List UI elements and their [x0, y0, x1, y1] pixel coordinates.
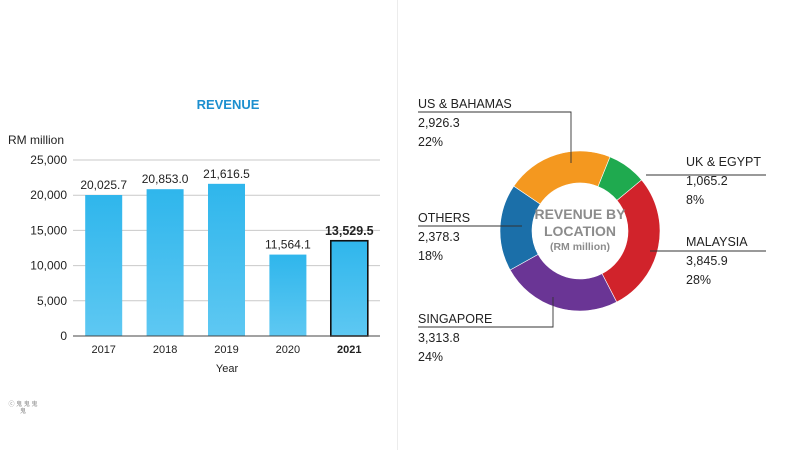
- donut-slice-us-bahamas: [513, 150, 611, 205]
- panel-divider: [397, 0, 398, 450]
- bar-value-label: 13,529.5: [325, 224, 374, 238]
- watermark: ⓒ 鬼 鬼 鬼 鬼: [8, 402, 38, 415]
- donut-slice-value: 2,926.3: [418, 116, 460, 130]
- donut-slice-value: 2,378.3: [418, 230, 460, 244]
- bar-xtick-label: 2019: [214, 344, 238, 356]
- bar-chart-ytick-labels: 0 5,000 10,000 15,000 20,000 25,000: [30, 153, 67, 343]
- bar-xtick-label: 2021: [337, 344, 361, 356]
- bar-ytick-label: 0: [60, 329, 67, 343]
- bar-chart-title: REVENUE: [197, 97, 260, 112]
- donut-center-title-line-1: REVENUE BY: [534, 206, 626, 222]
- donut-slice-name: US & BAHAMAS: [418, 97, 512, 111]
- donut-slice-name: OTHERS: [418, 211, 470, 225]
- donut-leader-line: [418, 297, 554, 328]
- donut-slice-percent: 18%: [418, 249, 443, 263]
- bar-chart-bars: [85, 183, 369, 337]
- bar-xtick-label: 2020: [276, 344, 300, 356]
- donut-leader-line: [418, 111, 572, 163]
- donut-slice-value: 3,845.9: [686, 254, 728, 268]
- donut-slices: [499, 150, 661, 312]
- donut-slice-percent: 28%: [686, 273, 711, 287]
- donut-slice-percent: 8%: [686, 193, 704, 207]
- bar-2018: [146, 189, 184, 336]
- donut-center-subtitle: (RM million): [550, 241, 610, 253]
- donut-slice-name: UK & EGYPT: [686, 155, 761, 169]
- donut-slice-malaysia: [601, 179, 661, 303]
- bar-value-label: 11,564.1: [265, 238, 311, 252]
- bar-ytick-label: 5,000: [37, 294, 67, 308]
- bar-chart-ylabel: RM million: [8, 133, 64, 147]
- bar-ytick-label: 25,000: [30, 153, 67, 167]
- bar-value-label: 21,616.5: [203, 167, 250, 181]
- bar-value-label: 20,025.7: [80, 178, 127, 192]
- bar-ytick-label: 20,000: [30, 188, 67, 202]
- revenue-by-location-donut-chart: UK & EGYPT 1,065.2 8% MALAYSIA 3,845.9 28% SIN…: [418, 97, 766, 364]
- bar-2019: [208, 183, 245, 336]
- bar-chart-value-labels: 20,025.7 20,853.0 21,616.5 11,564.1 13,529.5: [80, 167, 373, 252]
- bar-2020: [269, 254, 307, 336]
- donut-slice-singapore: [509, 253, 618, 312]
- bar-2021: [329, 239, 369, 337]
- donut-slice-value: 3,313.8: [418, 331, 460, 345]
- donut-slice-name: SINGAPORE: [418, 312, 492, 326]
- bar-value-label: 20,853.0: [142, 172, 189, 186]
- donut-leader-lines: [418, 111, 766, 328]
- bar-ytick-label: 10,000: [30, 259, 67, 273]
- bar-chart-xlabel: Year: [216, 363, 239, 375]
- donut-slice-value: 1,065.2: [686, 174, 728, 188]
- bar-2017: [85, 195, 123, 336]
- bar-chart-xtick-labels: 2017 2018 2019 2020 2021: [91, 344, 361, 356]
- bar-ytick-label: 15,000: [30, 223, 67, 237]
- bar-xtick-label: 2017: [91, 344, 115, 356]
- donut-center-title-line-2: LOCATION: [544, 223, 616, 239]
- donut-slice-labels: UK & EGYPT 1,065.2 8% MALAYSIA 3,845.9 28% SIN…: [418, 97, 761, 364]
- donut-slice-percent: 24%: [418, 350, 443, 364]
- donut-slice-name: MALAYSIA: [686, 235, 748, 249]
- donut-slice-percent: 22%: [418, 135, 443, 149]
- bar-xtick-label: 2018: [153, 344, 177, 356]
- revenue-bar-chart: REVENUE RM million 0 5,000 10,000 15,000 20,…: [8, 97, 380, 375]
